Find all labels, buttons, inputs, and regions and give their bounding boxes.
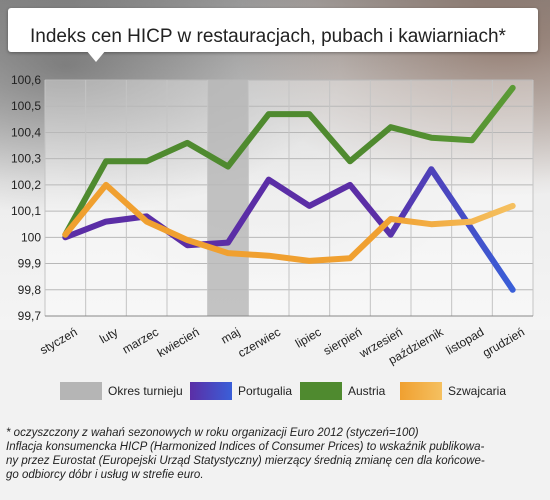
series-line-austria [62, 84, 516, 238]
x-tick-label: sierpień [321, 325, 364, 358]
x-tick-label: czerwiec [236, 325, 283, 360]
legend-item-portugalia: Portugalia [190, 378, 292, 404]
title-box: Indeks cen HICP w restauracjach, pubach … [8, 8, 538, 52]
y-tick-label: 100 [21, 230, 41, 244]
x-tick-label: luty [97, 325, 120, 346]
legend-label: Austria [348, 384, 386, 398]
y-tick-label: 99,7 [18, 309, 42, 323]
x-tick-label: styczeń [37, 325, 79, 357]
legend-swatch-austria [300, 382, 342, 400]
y-tick-label: 99,9 [18, 257, 42, 271]
x-tick-label: maj [219, 325, 243, 347]
x-tick-label: marzec [120, 325, 161, 357]
footnote-line: Inflacja konsumencka HICP (Harmonized In… [6, 441, 485, 453]
legend-item-szwajcaria: Szwajcaria [400, 378, 506, 404]
legend-item-austria: Austria [300, 378, 385, 404]
y-tick-label: 100,6 [11, 73, 41, 87]
footnote-line: * oczyszczony z wahań sezonowych w roku … [6, 427, 419, 439]
legend-swatch-szwajcaria [400, 382, 442, 400]
legend-swatch-portugalia [190, 382, 232, 400]
series-line-szwajcaria [62, 181, 516, 264]
x-tick-label: kwiecień [155, 325, 202, 360]
footnote-line: ny przez Eurostat (Europejski Urząd Stat… [6, 455, 485, 467]
legend-swatch-okres-turnieju [60, 382, 102, 400]
x-tick-label: listopad [443, 325, 486, 358]
y-tick-label: 100,4 [11, 125, 41, 139]
x-tick-label: lipiec [293, 325, 324, 351]
tournament-period-band [207, 80, 249, 316]
y-tick-label: 100,5 [11, 99, 41, 113]
grid-lines [44, 79, 534, 317]
footnote-line: go odbiorcy dóbr i usług w strefie euro. [6, 469, 204, 481]
legend-item-okres-turnieju: Okres turnieju [60, 378, 183, 404]
legend-label: Okres turnieju [108, 384, 183, 398]
y-tick-label: 100,1 [11, 204, 41, 218]
y-tick-label: 100,3 [11, 152, 41, 166]
y-tick-label: 100,2 [11, 178, 41, 192]
legend-label: Portugalia [238, 384, 293, 398]
series-lines [62, 84, 516, 293]
title-callout-tail [86, 50, 106, 62]
legend: Okres turnieju Portugalia Austria Szwajc… [0, 378, 550, 404]
legend-label: Szwajcaria [448, 384, 507, 398]
x-tick-label: grudzień [480, 325, 527, 360]
line-chart: 99,7 99,8 99,9 100 100,1 100,2 100,3 100,4 100,5… [11, 73, 534, 367]
y-tick-label: 99,8 [18, 283, 42, 297]
y-axis: 99,7 99,8 99,9 100 100,1 100,2 100,3 100,4 100,5… [11, 73, 41, 323]
chart-title: Indeks cen HICP w restauracjach, pubach … [30, 26, 506, 47]
footnote: * oczyszczony z wahań sezonowych w roku … [6, 426, 544, 482]
